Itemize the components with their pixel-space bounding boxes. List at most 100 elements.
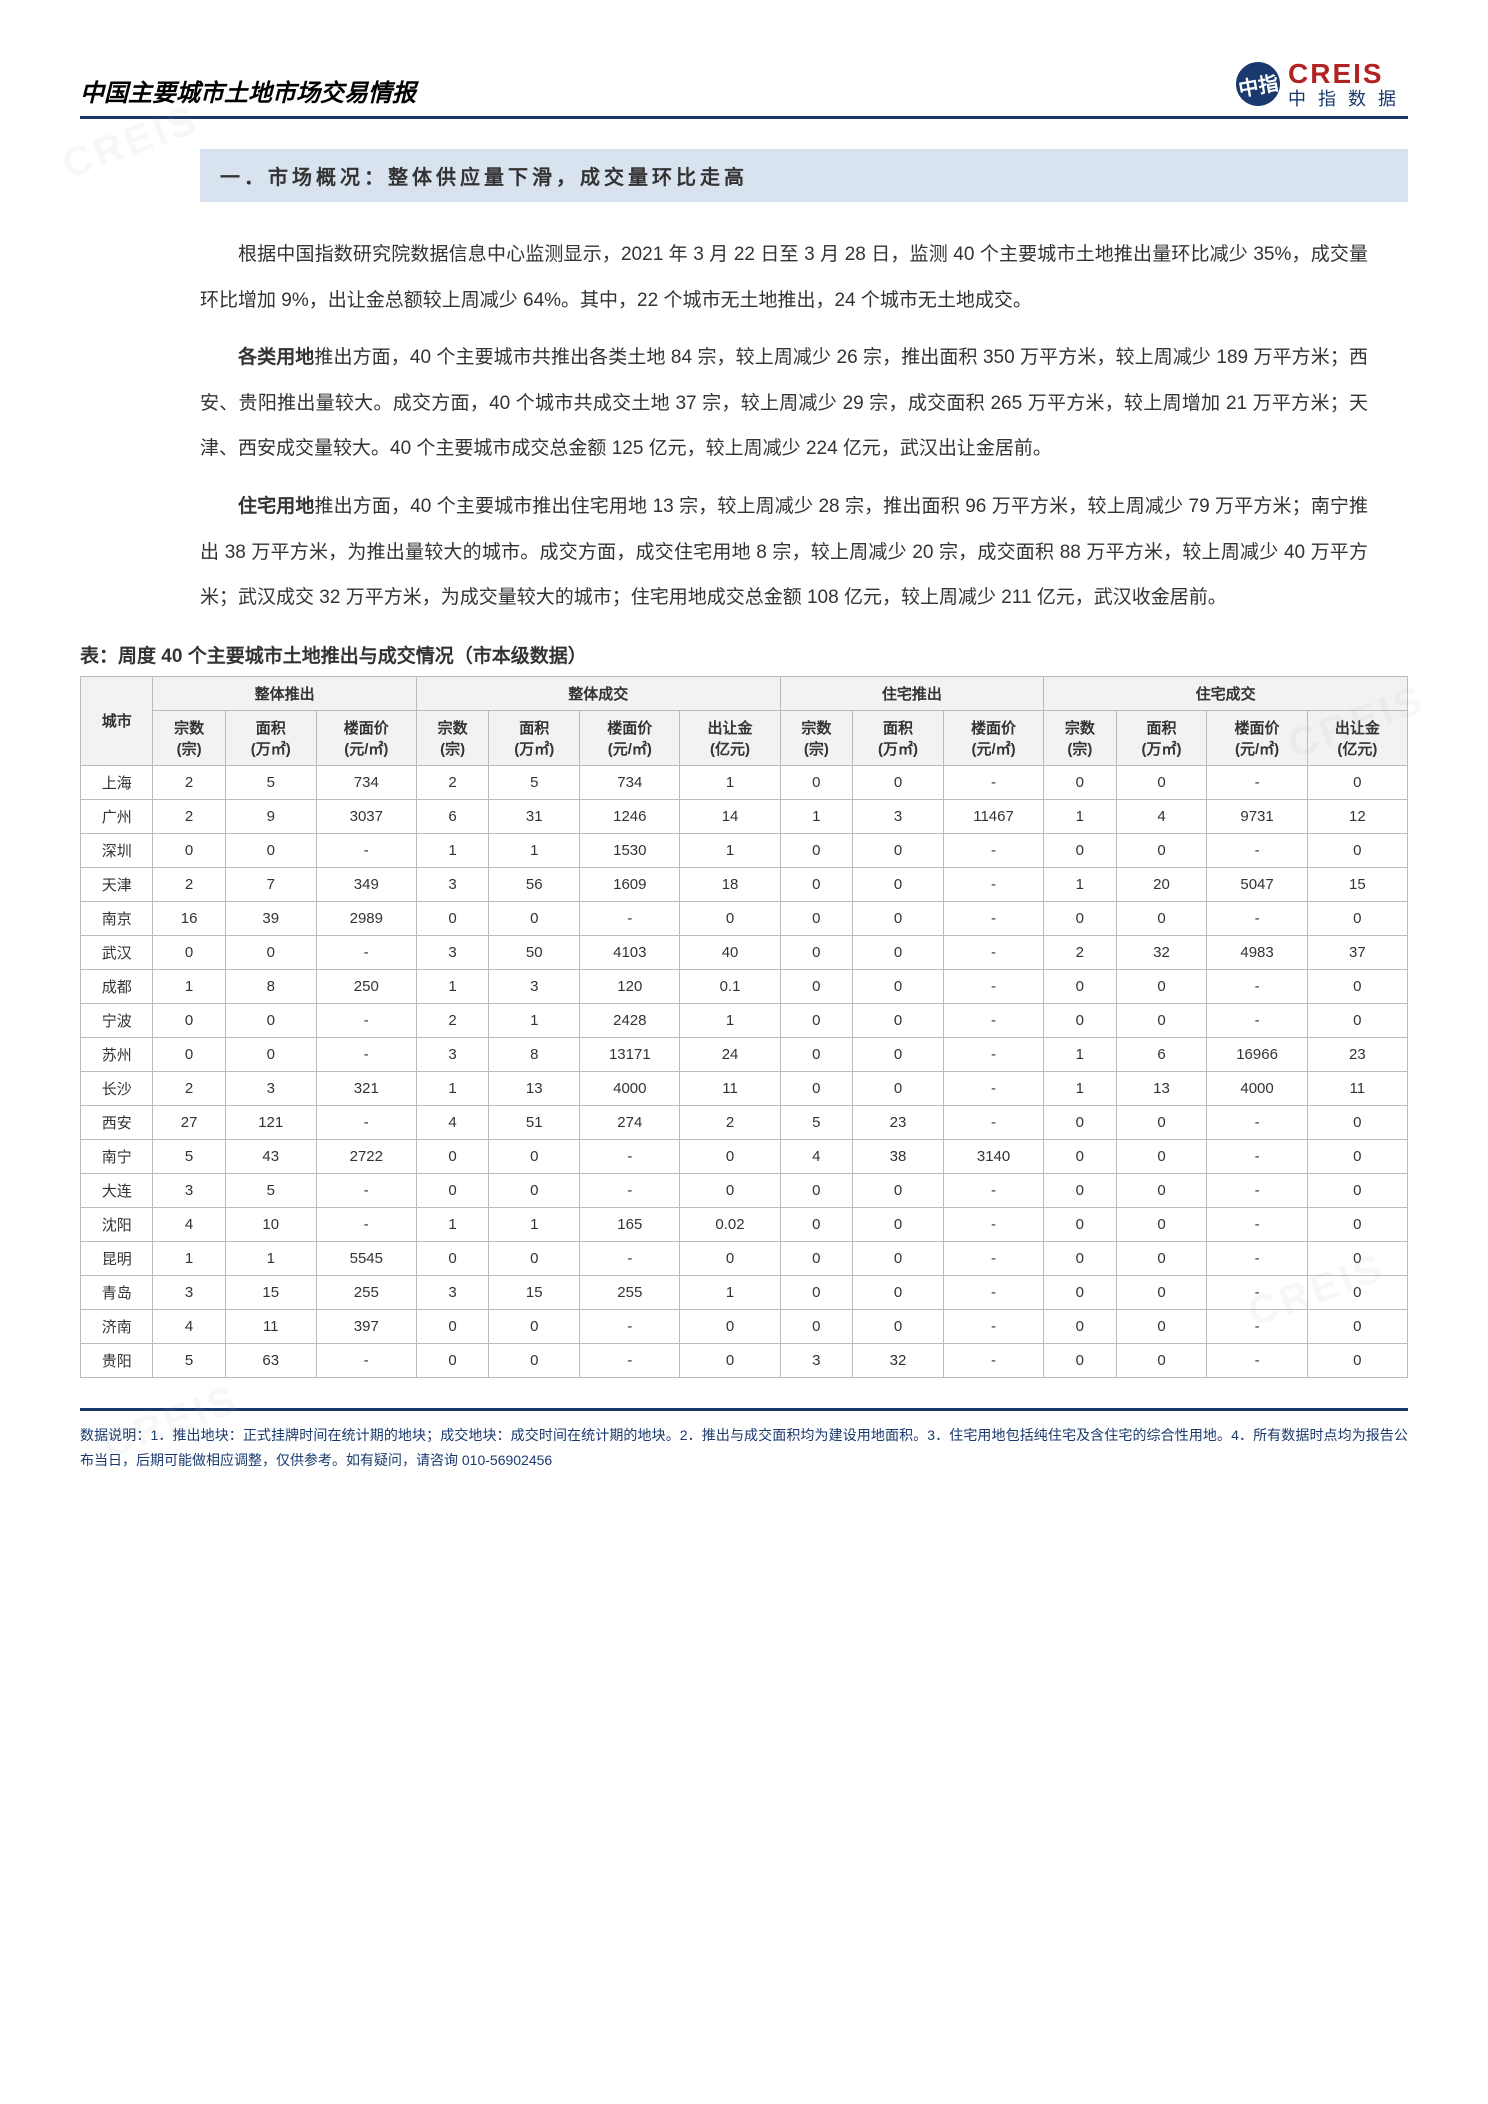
cell: 0 [225,935,316,969]
cell: - [1207,1309,1307,1343]
cell: 0 [780,1309,852,1343]
cell: 255 [580,1275,680,1309]
cell: - [1207,1343,1307,1377]
cell: 0 [1044,1207,1116,1241]
table-row: 大连35-00-000-00-0 [81,1173,1408,1207]
sub-header: 楼面价 (元/㎡) [1207,710,1307,765]
sub-header-row: 宗数 (宗)面积 (万㎡)楼面价 (元/㎡)宗数 (宗)面积 (万㎡)楼面价 (… [81,710,1408,765]
table-row: 成都18250131200.100-00-0 [81,969,1408,1003]
table-row: 贵阳563-00-0332-00-0 [81,1343,1408,1377]
cell: 0 [780,1003,852,1037]
cell: 3 [416,1037,488,1071]
cell: 9 [225,799,316,833]
cell: 0 [780,1207,852,1241]
cell: 0 [153,935,225,969]
cell: 1 [153,1241,225,1275]
cell: 0 [1044,1105,1116,1139]
cell: 15 [1307,867,1407,901]
cell: - [943,1275,1043,1309]
cell: 0 [1307,901,1407,935]
cell: 0 [1307,1309,1407,1343]
cell: 0 [853,1037,944,1071]
cell: 1 [780,799,852,833]
cell: 4 [153,1309,225,1343]
cell: 5 [225,765,316,799]
cell: - [943,765,1043,799]
cell: 0 [489,1139,580,1173]
cell: 1 [416,1071,488,1105]
cell: 1 [680,833,780,867]
cell: - [943,1309,1043,1343]
cell: 121 [225,1105,316,1139]
cell: 18 [680,867,780,901]
cell: 8 [489,1037,580,1071]
cell: 3 [489,969,580,1003]
cell: - [316,1003,416,1037]
cell: - [943,1003,1043,1037]
cell: 5 [153,1343,225,1377]
cell: 0 [853,1309,944,1343]
cell: 13171 [580,1037,680,1071]
cell: 3 [416,867,488,901]
cell: 0 [1307,1105,1407,1139]
table-row: 宁波00-212428100-00-0 [81,1003,1408,1037]
col-city: 城市 [81,676,153,765]
cell: 8 [225,969,316,1003]
cell-city: 青岛 [81,1275,153,1309]
cell: 56 [489,867,580,901]
cell: - [1207,833,1307,867]
cell: 0 [1116,901,1207,935]
cell: - [943,1207,1043,1241]
cell: 5047 [1207,867,1307,901]
logo-en: CREIS [1288,60,1408,88]
sub-header: 面积 (万㎡) [1116,710,1207,765]
cell: - [316,1343,416,1377]
cell: 12 [1307,799,1407,833]
cell: 0 [1307,969,1407,1003]
cell: 0 [1307,1343,1407,1377]
cell: - [316,833,416,867]
cell: - [1207,1105,1307,1139]
cell: 1 [680,765,780,799]
cell: 0 [1307,833,1407,867]
cell: 255 [316,1275,416,1309]
cell: 0 [1307,1003,1407,1037]
p3-lead: 住宅用地 [238,496,315,517]
cell: 6 [416,799,488,833]
page-header: 中国主要城市土地市场交易情报 中指 CREIS 中指数据 [80,60,1408,119]
cell: 0 [1307,1241,1407,1275]
cell: 20 [1116,867,1207,901]
cell: 16966 [1207,1037,1307,1071]
cell: 0 [1044,969,1116,1003]
cell: - [580,1343,680,1377]
paragraph-3: 住宅用地推出方面，40 个主要城市推出住宅用地 13 宗，较上周减少 28 宗，… [200,484,1368,621]
p2-lead: 各类用地 [238,347,314,368]
cell: - [943,1241,1043,1275]
logo-cn: 中指数据 [1288,90,1408,108]
cell: 37 [1307,935,1407,969]
cell: 0 [1044,1003,1116,1037]
cell-city: 深圳 [81,833,153,867]
cell: 14 [680,799,780,833]
cell-city: 大连 [81,1173,153,1207]
paragraph-1: 根据中国指数研究院数据信息中心监测显示，2021 年 3 月 22 日至 3 月… [200,232,1368,323]
table-row: 南京1639298900-000-00-0 [81,901,1408,935]
cell: 2 [416,1003,488,1037]
cell: 0 [1307,1207,1407,1241]
group-header-row: 城市整体推出整体成交住宅推出住宅成交 [81,676,1408,710]
cell: - [1207,901,1307,935]
cell: 1 [416,1207,488,1241]
cell: - [1207,1139,1307,1173]
cell: - [316,1105,416,1139]
cell: 2 [416,765,488,799]
logo: 中指 CREIS 中指数据 [1236,60,1408,108]
cell: 0 [853,765,944,799]
cell: 0 [153,833,225,867]
cell: 0 [853,1173,944,1207]
cell: 32 [853,1343,944,1377]
table-row: 苏州00-38131712400-161696623 [81,1037,1408,1071]
cell: 0 [1116,833,1207,867]
cell: 2 [153,765,225,799]
cell: 0 [680,1241,780,1275]
table-row: 青岛315255315255100-00-0 [81,1275,1408,1309]
